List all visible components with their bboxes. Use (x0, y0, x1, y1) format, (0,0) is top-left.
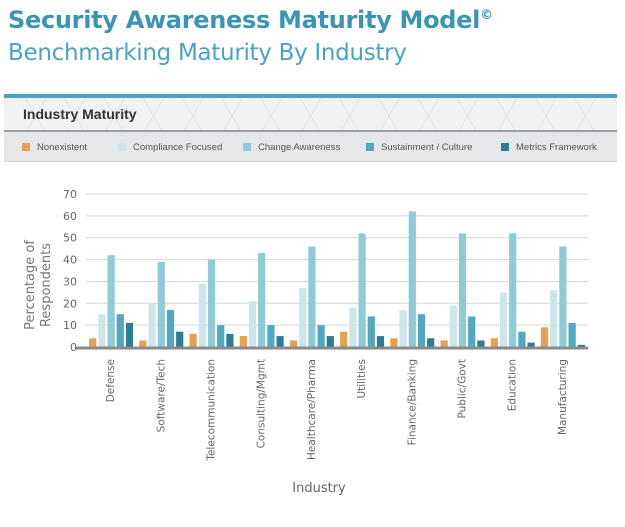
bar (468, 316, 476, 347)
bar (299, 287, 307, 347)
bar (477, 340, 485, 347)
bar (408, 211, 416, 347)
bar (217, 325, 225, 347)
y-tick-label: 20 (63, 297, 77, 310)
legend-item: Sustainment / Culture (366, 141, 472, 153)
y-tick-label: 60 (63, 210, 77, 223)
bar (340, 331, 348, 347)
legend-label: Sustainment / Culture (381, 141, 473, 153)
chart-legend: Nonexistent Compliance Focused Change Awar… (4, 132, 617, 162)
legend-swatch (501, 143, 509, 151)
bar (358, 233, 366, 347)
bar (125, 322, 134, 347)
chart-area: 0 10 20 30 40 50 60 70 Defense Software/Tech Telec… (4, 164, 617, 522)
bar (440, 340, 448, 347)
y-tick-label: 30 (63, 275, 77, 288)
legend-label: Compliance Focused (133, 141, 223, 153)
page-subtitle: Benchmarking Maturity By Industry (8, 40, 407, 66)
panel-accent-bar (4, 94, 617, 98)
bar (540, 327, 549, 347)
bar (198, 283, 206, 347)
x-tick-label: Software/Tech (155, 359, 167, 432)
legend-swatch (118, 143, 126, 151)
bar (376, 336, 385, 347)
legend-item: Change Awareness (243, 141, 340, 153)
bar (427, 338, 435, 347)
bar (326, 336, 334, 347)
legend-item: Compliance Focused (118, 141, 222, 153)
legend-swatch (22, 143, 30, 151)
x-tick-label: Consulting/Mgmt (256, 359, 268, 448)
bar (390, 338, 398, 347)
y-tick-label: 10 (63, 319, 77, 332)
panel-header: Industry Maturity (4, 98, 617, 132)
bar (367, 316, 375, 347)
bar (317, 325, 325, 347)
bar (157, 261, 165, 347)
bar (207, 259, 216, 347)
bar (577, 344, 585, 347)
bar (166, 309, 175, 347)
y-tick-label: 70 (63, 188, 77, 201)
bar (550, 290, 558, 347)
bar (499, 292, 508, 347)
legend-swatch (366, 143, 374, 151)
y-axis-label: Percentage of (23, 240, 38, 330)
legend-label: Nonexistent (37, 141, 88, 153)
bar (559, 246, 567, 347)
bar (139, 340, 147, 347)
x-tick-label: Finance/Banking (406, 359, 418, 445)
bar (568, 322, 576, 347)
x-axis-label: Industry (292, 481, 346, 496)
bar (116, 314, 124, 347)
bar (98, 314, 106, 347)
y-axis-label: Respondents (39, 243, 54, 327)
x-tick-label: Public/Govt (457, 359, 469, 419)
panel-heading: Industry Maturity (23, 106, 137, 122)
bar (458, 233, 467, 347)
x-tick-label: Defense (105, 359, 117, 402)
bar (258, 253, 266, 347)
bar (399, 309, 407, 347)
bar (189, 333, 197, 347)
y-tick-label: 0 (70, 341, 77, 354)
bar (518, 331, 526, 347)
bar (89, 338, 97, 347)
legend-item: Metrics Framework (501, 141, 597, 153)
chart-panel: Industry Maturity Nonexistent Compliance … (4, 94, 617, 522)
bar (417, 314, 426, 347)
x-tick-label: Healthcare/Pharma (306, 359, 318, 460)
x-tick-label: Manufacturing (557, 359, 569, 435)
bar (107, 255, 115, 347)
bar (267, 325, 275, 347)
copyright-mark: © (480, 8, 493, 23)
bar (308, 246, 316, 347)
x-tick-label: Education (507, 359, 519, 411)
x-tick-label: Telecommunication (206, 359, 218, 462)
bar (176, 331, 184, 347)
bar (226, 333, 234, 347)
bar-chart: 0 10 20 30 40 50 60 70 Defense Software/Tech Telec… (23, 188, 588, 496)
y-tick-label: 40 (63, 254, 77, 267)
bar (490, 338, 498, 347)
bar (289, 340, 298, 347)
page-title: Security Awareness Maturity Model© (8, 6, 493, 34)
bar (449, 305, 457, 347)
x-tick-label: Utilities (356, 359, 368, 399)
bar (527, 342, 535, 347)
bar (248, 301, 257, 347)
bar (509, 233, 517, 347)
legend-label: Metrics Framework (516, 141, 597, 153)
bar (276, 336, 284, 347)
legend-item: Nonexistent (22, 141, 87, 153)
bar (239, 336, 247, 347)
legend-label: Change Awareness (258, 141, 341, 153)
bar (148, 303, 156, 347)
y-tick-label: 50 (63, 232, 77, 245)
legend-swatch (243, 143, 251, 151)
bar (349, 307, 357, 347)
